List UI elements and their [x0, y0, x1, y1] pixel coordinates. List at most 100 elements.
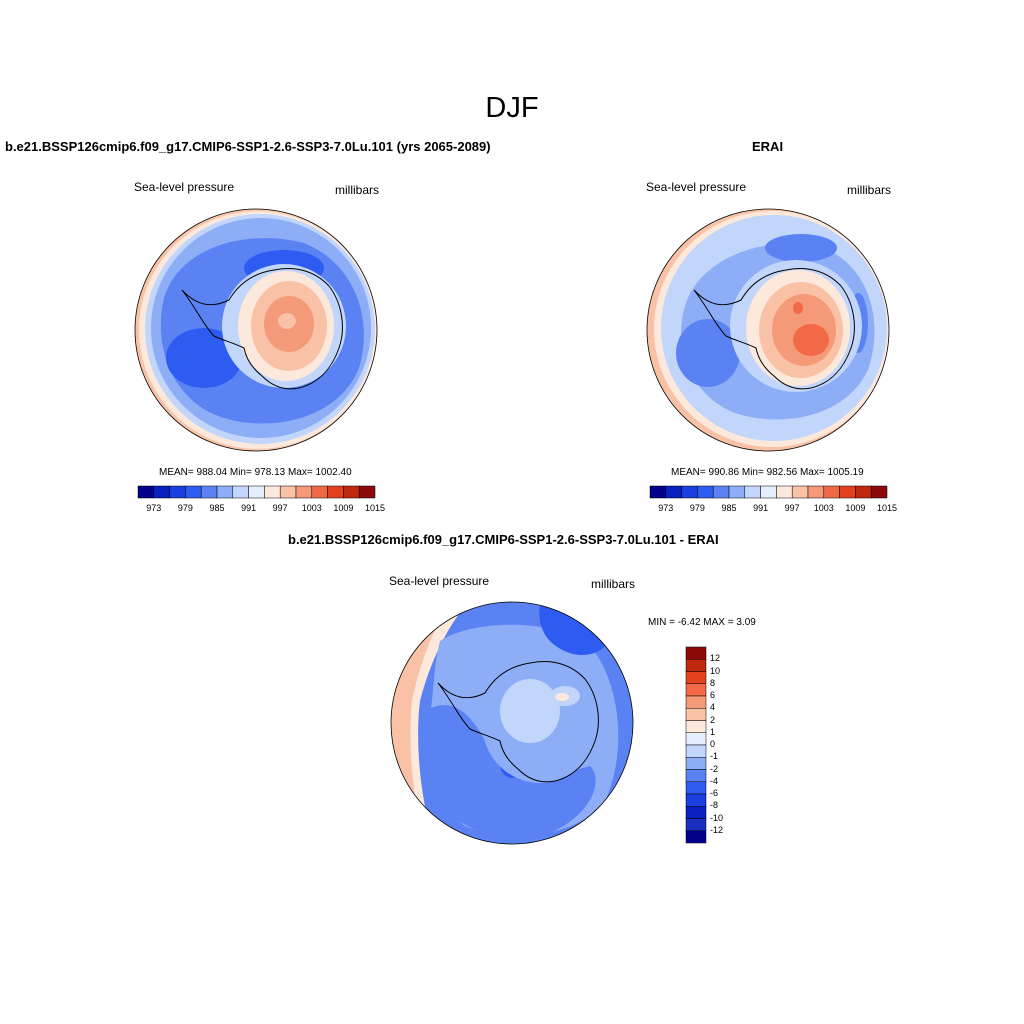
antarctic-high-4: [278, 313, 296, 329]
obs-colorbar-swatch: [649, 485, 667, 499]
diff-colorbar-tick-label: 12: [710, 653, 721, 664]
low-center-2: [765, 234, 837, 262]
diff-colorbar-tick-label: 4: [710, 702, 716, 713]
obs-colorbar-swatch: [681, 485, 698, 499]
low-center-1: [166, 328, 242, 388]
model-colorbar-swatch: [200, 485, 218, 499]
diff-colorbar-tick-label: -1: [710, 751, 719, 762]
diff-colorbar: [685, 646, 707, 844]
diff-colorbar-tick-label: 10: [710, 665, 721, 676]
obs-units-label: millibars: [847, 183, 892, 197]
obs-colorbar-tick-label: 1009: [845, 503, 866, 513]
diff-panel-title: b.e21.BSSP126cmip6.f09_g17.CMIP6-SSP1-2.…: [288, 532, 719, 547]
model-variable-label: Sea-level pressure: [134, 180, 235, 194]
obs-colorbar-tick-label: 979: [689, 503, 705, 513]
model-colorbar-tick-label: 997: [272, 503, 288, 513]
model-colorbar-swatch: [358, 485, 376, 499]
obs-colorbar-swatch: [855, 485, 872, 499]
figure-title: DJF: [485, 92, 539, 124]
obs-colorbar-swatch: [728, 485, 746, 499]
diff-colorbar-swatch: [685, 744, 707, 758]
model-colorbar-swatch: [185, 485, 202, 499]
diff-colorbar-tick-label: -10: [710, 812, 724, 823]
antarctic-high-4: [793, 324, 829, 356]
continent-anomaly-4: [555, 693, 569, 701]
diff-colorbar-tick-label: -2: [710, 763, 719, 774]
obs-colorbar-tick-label: 973: [658, 503, 674, 513]
model-colorbar-tick-label: 1009: [333, 503, 354, 513]
diff-colorbar-swatch: [685, 781, 707, 795]
model-stats: MEAN= 988.04 Min= 978.13 Max= 1002.40: [159, 467, 352, 478]
model-colorbar-tick-label: 1003: [301, 503, 322, 513]
antarctica-coastline: [181, 268, 343, 390]
model-colorbar: [137, 485, 376, 499]
diff-colorbar-swatch: [685, 695, 707, 709]
diff-colorbar-swatch: [685, 793, 707, 807]
obs-colorbar-swatch: [807, 485, 825, 499]
antarctica-coastline: [693, 268, 855, 390]
diff-colorbar-tick-label: -4: [710, 775, 719, 786]
model-colorbar-swatch: [327, 485, 344, 499]
diff-colorbar-tick-label: 6: [710, 690, 716, 700]
obs-polar-map: [646, 208, 890, 452]
low-center-1: [676, 319, 740, 387]
obs-colorbar-swatch: [839, 485, 856, 499]
diff-colorbar-tick-label: 1: [710, 726, 716, 737]
model-colorbar-tick-label: 973: [146, 503, 162, 513]
model-colorbar-swatch: [343, 485, 360, 499]
diff-colorbar-swatch: [685, 671, 707, 684]
model-colorbar-tick-label: 979: [177, 503, 193, 513]
diff-colorbar-swatch: [685, 818, 707, 831]
obs-variable-label: Sea-level pressure: [646, 180, 747, 194]
diff-colorbar-tick-label: 0: [710, 739, 716, 749]
model-polar-map: [134, 208, 378, 452]
model-colorbar-swatch: [264, 485, 281, 499]
continent-anomaly-2: [500, 679, 560, 743]
obs-colorbar-swatch: [665, 485, 682, 499]
model-colorbar-swatch: [295, 485, 313, 499]
antarctica-coastline: [437, 661, 599, 783]
obs-colorbar-tick-label: 997: [784, 503, 800, 513]
diff-colorbar-swatch: [685, 769, 707, 782]
model-colorbar-swatch: [216, 485, 234, 499]
obs-colorbar-tick-label: 991: [753, 503, 769, 513]
diff-colorbar-swatch: [685, 830, 707, 844]
diff-variable-label: Sea-level pressure: [389, 574, 490, 588]
obs-colorbar-swatch: [697, 485, 714, 499]
obs-colorbar-swatch: [776, 485, 793, 499]
model-panel-title: b.e21.BSSP126cmip6.f09_g17.CMIP6-SSP1-2.…: [5, 139, 491, 154]
obs-colorbar-swatch: [791, 485, 809, 499]
model-colorbar-swatch: [169, 485, 186, 499]
diff-colorbar-tick-label: 8: [710, 677, 716, 688]
obs-panel-title: ERAI: [752, 139, 784, 154]
diff-units-label: millibars: [591, 577, 636, 591]
diff-stats: MIN = -6.42 MAX = 3.09: [648, 617, 756, 628]
obs-colorbar-swatch: [744, 485, 761, 499]
obs-colorbar-tick-label: 985: [721, 503, 737, 513]
model-colorbar-tick-label: 991: [241, 503, 257, 513]
obs-colorbar-swatch: [823, 485, 840, 499]
model-colorbar-swatch: [279, 485, 297, 499]
model-colorbar-swatch: [137, 485, 155, 499]
diff-colorbar-tick-label: -8: [710, 800, 719, 811]
obs-stats: MEAN= 990.86 Min= 982.56 Max= 1005.19: [671, 467, 864, 478]
obs-colorbar-swatch: [760, 485, 777, 499]
diff-colorbar-swatch: [685, 683, 707, 697]
diff-colorbar-tick-label: 2: [710, 714, 716, 725]
model-colorbar-swatch: [232, 485, 249, 499]
obs-colorbar-tick-label: 1015: [876, 503, 898, 513]
diff-colorbar-swatch: [685, 757, 707, 770]
model-colorbar-swatch: [311, 485, 328, 499]
diff-colorbar-swatch: [685, 806, 707, 819]
obs-colorbar: [649, 485, 888, 499]
model-colorbar-tick-label: 1015: [364, 503, 386, 513]
diff-colorbar-swatch: [685, 659, 707, 672]
diff-colorbar-swatch: [685, 646, 707, 660]
obs-colorbar-tick-label: 1003: [813, 503, 834, 513]
diff-colorbar-tick-label: -12: [710, 824, 724, 835]
model-colorbar-tick-label: 985: [209, 503, 225, 513]
model-units-label: millibars: [335, 183, 380, 197]
neg-anomaly-3: [539, 606, 605, 656]
model-colorbar-swatch: [153, 485, 170, 499]
diff-colorbar-swatch: [685, 732, 707, 746]
